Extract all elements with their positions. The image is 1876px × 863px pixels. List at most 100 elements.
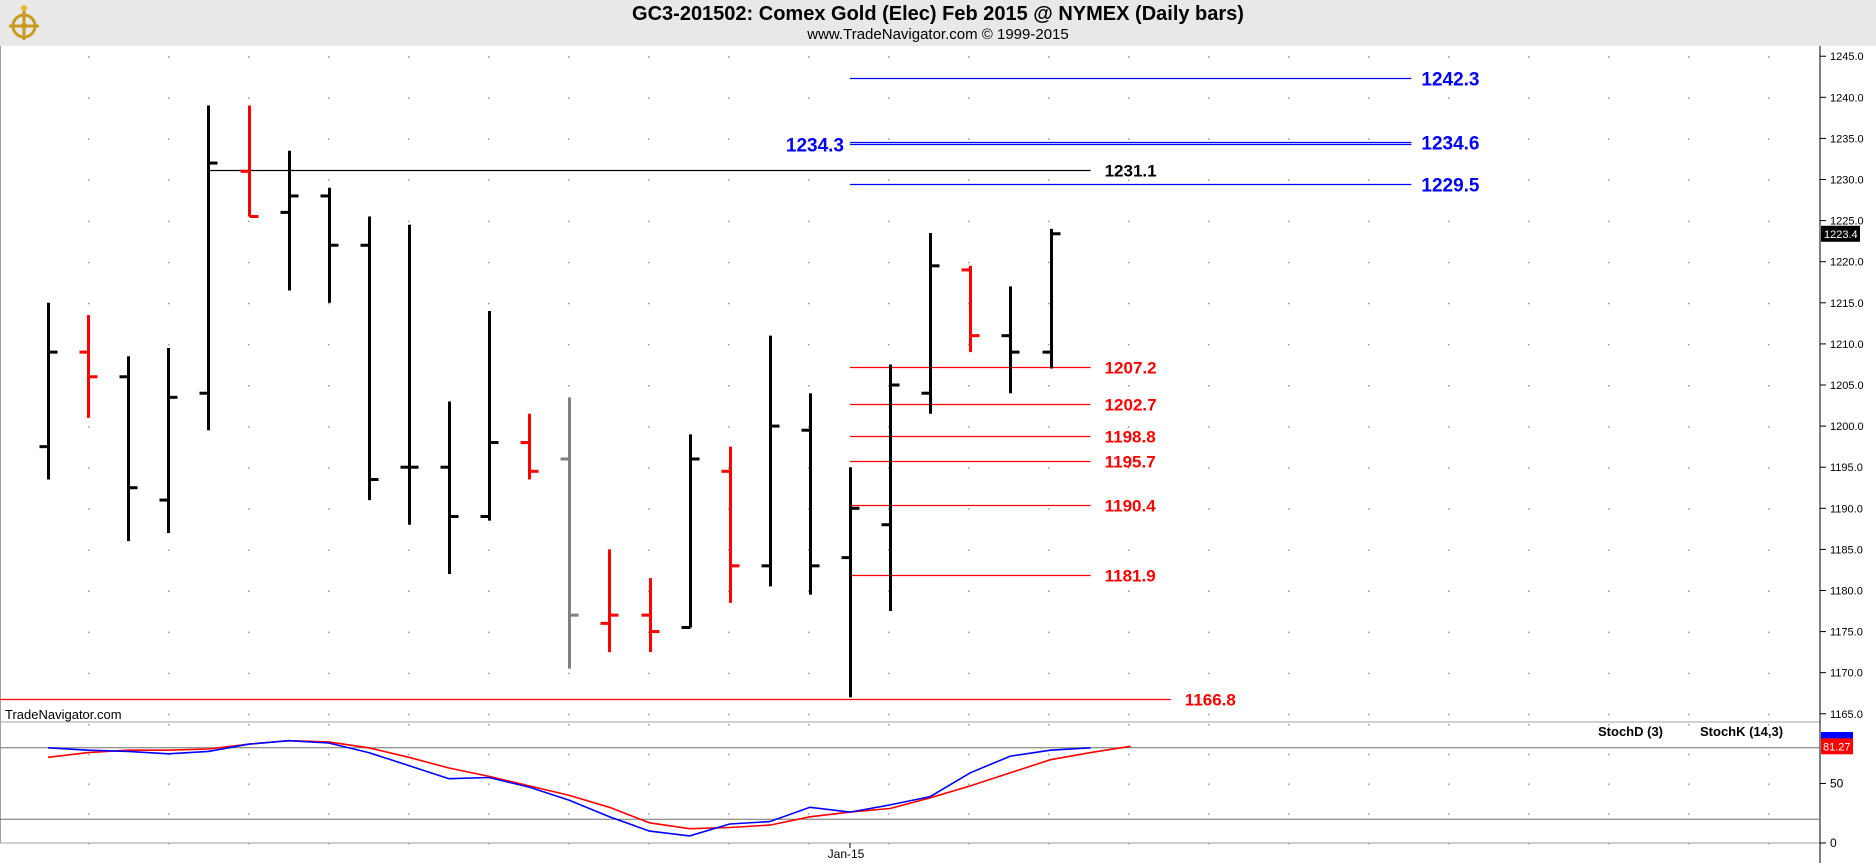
grid-dot — [808, 672, 810, 675]
grid-dot — [328, 631, 330, 634]
grid-dot — [1448, 753, 1450, 756]
grid-dot — [968, 631, 970, 634]
grid-dot — [248, 672, 250, 675]
grid-dot — [168, 713, 170, 716]
grid-dot — [1048, 783, 1050, 785]
grid-dot — [1368, 220, 1370, 223]
grid-dot — [88, 783, 90, 785]
grid-dot — [728, 220, 730, 223]
ohlc-bar — [600, 549, 619, 653]
grid-dot — [728, 467, 730, 469]
grid-dot — [168, 97, 170, 99]
axis-tick-label: 1185.0 — [1830, 544, 1863, 556]
grid-dot — [408, 713, 410, 716]
grid-dot — [1288, 179, 1290, 182]
axis-tick-label: 1215.0 — [1830, 298, 1864, 310]
grid-dot — [968, 179, 970, 182]
stoch-axis-label: 50 — [1830, 777, 1844, 791]
grid-dot — [1768, 843, 1770, 845]
grid-dot — [1288, 138, 1290, 140]
grid-dot — [888, 713, 890, 716]
grid-dot — [168, 843, 170, 845]
grid-dot — [328, 813, 330, 815]
stoch-axis-label: 0 — [1830, 836, 1837, 850]
grid-dot — [648, 97, 650, 99]
grid-dot — [728, 713, 730, 716]
watermark-label: TradeNavigator.com — [5, 707, 122, 722]
grid-dot — [1288, 467, 1290, 469]
grid-dot — [1528, 672, 1530, 675]
grid-dot — [568, 220, 570, 223]
grid-dot — [728, 385, 730, 387]
grid-dot — [1688, 220, 1690, 223]
grid-dot — [1368, 549, 1370, 551]
grid-dot — [1448, 138, 1450, 140]
grid-dot — [1688, 426, 1690, 428]
grid-dot — [88, 56, 90, 58]
grid-dot — [1288, 631, 1290, 634]
grid-dot — [568, 385, 570, 387]
grid-dot — [328, 549, 330, 551]
grid-dot — [1288, 590, 1290, 592]
grid-dot — [1528, 753, 1530, 756]
grid-dot — [1768, 56, 1770, 58]
grid-dot — [1288, 385, 1290, 387]
grid-dot — [968, 813, 970, 815]
grid-dot — [1128, 138, 1130, 140]
grid-dot — [1768, 590, 1770, 592]
grid-dot — [568, 753, 570, 756]
axis-tick-label: 1200.0 — [1830, 421, 1864, 433]
axis-tick-label: 1230.0 — [1830, 175, 1864, 187]
grid-dot — [488, 672, 490, 675]
grid-dot — [408, 813, 410, 815]
grid-dot — [648, 302, 650, 305]
grid-dot — [1768, 783, 1770, 785]
grid-dot — [888, 138, 890, 140]
grid-dot — [1688, 261, 1690, 264]
grid-dot — [888, 549, 890, 551]
grid-dot — [1288, 843, 1290, 845]
grid-dot — [408, 590, 410, 592]
grid-dot — [568, 56, 570, 58]
grid-dot — [328, 343, 330, 346]
grid-dot — [88, 549, 90, 551]
stochk-legend: StochK (14,3) — [1700, 724, 1783, 739]
grid-dot — [1448, 672, 1450, 675]
grid-dot — [1368, 343, 1370, 346]
grid-dot — [1688, 302, 1690, 305]
stoch-series-line — [47, 739, 1091, 837]
grid-dot — [248, 549, 250, 551]
grid-dot — [248, 590, 250, 592]
grid-dot — [968, 385, 970, 387]
grid-dot — [1688, 549, 1690, 551]
grid-dot — [1128, 813, 1130, 815]
grid-dot — [1368, 56, 1370, 58]
grid-dot — [248, 220, 250, 223]
grid-dot — [1288, 753, 1290, 756]
grid-dot — [1368, 672, 1370, 675]
grid-dot — [888, 508, 890, 510]
grid-dot — [1288, 220, 1290, 223]
grid-dot — [168, 261, 170, 264]
grid-dot — [1528, 783, 1530, 785]
grid-dot — [248, 783, 250, 785]
grid-dot — [1048, 713, 1050, 716]
grid-dot — [1128, 753, 1130, 756]
ohlc-bar — [721, 446, 740, 603]
grid-dot — [1768, 713, 1770, 716]
last-price-box — [1821, 225, 1860, 242]
grid-dot — [1448, 590, 1450, 592]
grid-dot — [328, 713, 330, 716]
grid-dot — [488, 590, 490, 592]
grid-dot — [888, 590, 890, 592]
grid-dot — [1768, 138, 1770, 140]
grid-dot — [728, 302, 730, 305]
grid-dot — [1288, 549, 1290, 551]
grid-dot — [648, 343, 650, 346]
grid-dot — [888, 631, 890, 634]
ohlc-bar — [801, 393, 820, 595]
grid-dot — [1688, 590, 1690, 592]
grid-dot — [1128, 220, 1130, 223]
grid-dot — [1688, 179, 1690, 182]
